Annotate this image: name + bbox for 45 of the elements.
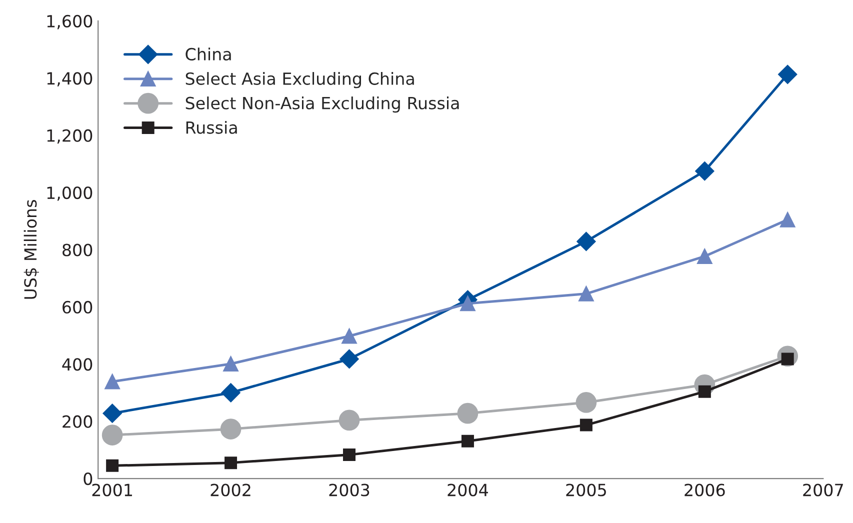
x-tick-label: 2004 — [448, 484, 488, 496]
point — [780, 212, 796, 228]
y-tick-label: 400 — [62, 358, 92, 371]
x-tick-label: 2003 — [329, 484, 370, 496]
point — [778, 64, 798, 84]
point — [343, 448, 356, 462]
point — [224, 456, 238, 470]
y-tick-label: 800 — [62, 244, 92, 256]
point — [695, 162, 714, 181]
point — [457, 402, 478, 424]
legend-label: Select Non-Asia Excluding Russia — [186, 96, 459, 113]
point — [698, 385, 711, 398]
point — [106, 459, 119, 472]
legend-label: Russia — [186, 120, 237, 134]
x-tick-label: 2005 — [566, 484, 606, 496]
point — [460, 296, 476, 312]
point — [342, 328, 357, 344]
point — [580, 418, 592, 432]
legend-label: China — [186, 48, 231, 60]
point — [576, 392, 597, 413]
y-tick-label: 600 — [62, 300, 92, 314]
point — [338, 410, 360, 431]
x-tick-label: 2006 — [684, 484, 725, 496]
y-tick-label: 1,000 — [47, 186, 92, 201]
y-tick-label: 1,600 — [47, 14, 92, 30]
y-tick-label: 0 — [84, 472, 92, 486]
y-tick-label: 1,400 — [47, 72, 92, 86]
y-axis-title: US$ Millions — [24, 200, 39, 299]
legend-label: Select Asia Excluding China — [186, 72, 414, 88]
point — [221, 383, 240, 402]
point — [340, 349, 359, 369]
x-tick-label: 2007 — [803, 484, 843, 496]
point — [220, 418, 242, 440]
y-tick-label: 1,200 — [47, 129, 92, 144]
point — [578, 286, 594, 302]
point — [102, 404, 122, 423]
point — [104, 374, 120, 390]
x-tick-label: 2002 — [210, 484, 250, 496]
point — [576, 232, 596, 251]
x-tick-label: 2001 — [92, 484, 132, 496]
point — [461, 434, 474, 448]
point — [697, 248, 712, 264]
point — [223, 356, 238, 372]
y-tick-label: 200 — [62, 415, 92, 428]
point — [102, 424, 123, 446]
